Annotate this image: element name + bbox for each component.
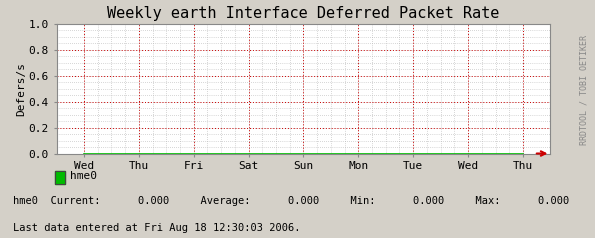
Text: hme0: hme0 bbox=[70, 171, 97, 181]
Y-axis label: Defers/s: Defers/s bbox=[16, 62, 26, 116]
Text: Last data entered at Fri Aug 18 12:30:03 2006.: Last data entered at Fri Aug 18 12:30:03… bbox=[13, 223, 300, 233]
Title: Weekly earth Interface Deferred Packet Rate: Weekly earth Interface Deferred Packet R… bbox=[107, 6, 500, 21]
Text: hme0  Current:      0.000     Average:      0.000     Min:      0.000     Max:  : hme0 Current: 0.000 Average: 0.000 Min: … bbox=[13, 196, 569, 206]
Text: RRDTOOL / TOBI OETIKER: RRDTOOL / TOBI OETIKER bbox=[580, 35, 589, 145]
